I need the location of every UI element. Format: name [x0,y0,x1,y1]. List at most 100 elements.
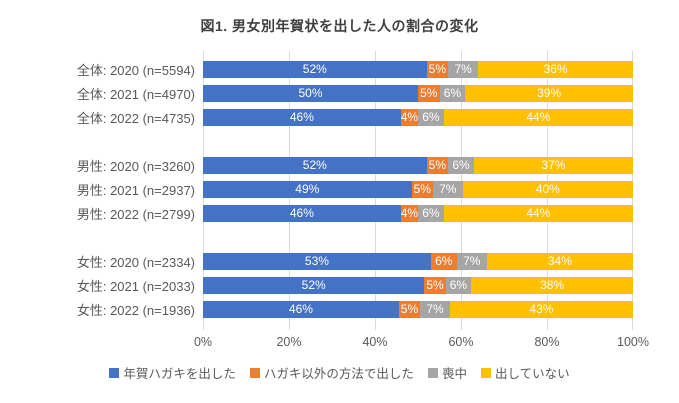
bar-segment: 7% [432,180,463,198]
data-label: 44% [526,110,551,124]
bar-row: 男性: 2022 (n=2799) 46% 4% 6% 44% [0,201,679,225]
data-label: 6% [443,86,462,100]
data-label: 4% [400,206,419,220]
legend-swatch-icon [109,367,120,378]
legend-swatch-icon [480,367,491,378]
stacked-bar: 50% 5% 6% 39% [203,84,633,102]
data-label: 36% [543,62,568,76]
bar-segment: 5% [424,276,446,294]
legend-swatch-icon [249,367,260,378]
chart-title: 図1. 男女別年賀状を出した人の割合の変化 [200,18,479,34]
stacked-bar: 46% 4% 6% 44% [203,204,633,222]
bar-segment: 44% [443,108,633,126]
data-label: 7% [463,254,481,268]
bar-group: 男性: 2020 (n=3260) 52% 5% 6% 37% 男性: 2021 (n=2… [0,153,679,225]
data-label: 5% [420,86,438,100]
stacked-bar: 52% 5% 6% 38% [203,276,633,294]
data-label: 40% [535,182,560,196]
bar-segment: 49% [203,180,412,198]
bar-segment: 6% [417,204,444,222]
data-label: 5% [426,278,444,292]
bar-segment: 53% [203,252,431,270]
bar-segment: 44% [443,204,633,222]
data-label: 4% [400,110,419,124]
data-label: 7% [439,182,457,196]
category-label: 全体: 2022 (n=4735) [76,110,195,126]
stacked-bar: 52% 5% 6% 37% [203,156,633,174]
bar-row: 女性: 2022 (n=1936) 46% 5% 7% 43% [0,297,679,321]
data-label: 46% [288,302,313,316]
legend: 年賀ハガキを出した ハガキ以外の方法で出した 喪中 出していない [0,363,679,382]
legend-swatch-icon [427,367,438,378]
bar-segment: 34% [486,252,633,270]
bar-segment: 38% [471,276,633,294]
bar-row: 男性: 2021 (n=2937) 49% 5% 7% 40% [0,177,679,201]
data-label: 46% [289,110,314,124]
category-label: 男性: 2021 (n=2937) [76,182,195,198]
bar-segment: 36% [478,60,633,78]
bar-segment: 5% [426,156,449,174]
data-label: 49% [295,182,320,196]
bar-segment: 5% [426,60,449,78]
x-tick-label: 60% [448,335,474,349]
bar-segment: 4% [400,204,419,222]
x-tick-label: 80% [534,335,560,349]
bar-segment: 40% [462,180,633,198]
data-label: 6% [449,278,468,292]
bar-row: 女性: 2021 (n=2033) 52% 5% 6% 38% [0,273,679,297]
data-label: 52% [302,158,327,172]
bar-segment: 7% [420,300,450,318]
plot-area: 全体: 2020 (n=5594) 52% 5% 7% 36% 全体: 2021 (n=4… [0,51,679,330]
bar-segment: 43% [449,300,633,318]
legend-item: 年賀ハガキを出した [109,363,236,382]
category-label: 全体: 2021 (n=4970) [76,86,195,102]
bar-segment: 7% [456,252,487,270]
data-label: 5% [428,158,447,172]
legend-label: 出していない [494,367,570,381]
category-label: 男性: 2022 (n=2799) [76,206,195,222]
bar-segment: 5% [418,84,440,102]
data-label: 44% [526,206,551,220]
bar-segment: 46% [203,204,401,222]
bar-segment: 6% [417,108,444,126]
data-label: 50% [298,86,323,100]
data-label: 53% [304,254,329,268]
data-label: 46% [289,206,314,220]
category-label: 女性: 2021 (n=2033) [76,278,195,294]
data-label: 37% [541,158,566,172]
bar-segment: 50% [203,84,418,102]
data-label: 5% [400,302,419,316]
bar-segment: 52% [203,60,427,78]
x-tick-label: 0% [193,335,213,349]
bar-segment: 7% [448,60,479,78]
bar-segment: 52% [203,276,425,294]
data-label: 39% [537,86,562,100]
bar-segment: 6% [448,156,474,174]
category-label: 男性: 2020 (n=3260) [76,158,195,174]
data-label: 5% [428,62,447,76]
bar-segment: 6% [439,84,466,102]
data-label: 52% [301,278,326,292]
bar-group: 女性: 2020 (n=2334) 53% 6% 7% 34% 女性: 2021 (n=2… [0,249,679,321]
stacked-bar: 49% 5% 7% 40% [203,180,633,198]
data-label: 5% [413,182,431,196]
data-label: 6% [422,206,440,220]
bar-row: 男性: 2020 (n=3260) 52% 5% 6% 37% [0,153,679,177]
bar-row: 全体: 2020 (n=5594) 52% 5% 7% 36% [0,57,679,81]
legend-item: ハガキ以外の方法で出した [249,363,414,382]
data-label: 6% [452,158,470,172]
data-label: 6% [435,254,453,268]
data-label: 52% [302,62,327,76]
data-label: 7% [426,302,444,316]
bar-segment: 6% [430,252,457,270]
bar-segment: 6% [445,276,472,294]
category-label: 女性: 2020 (n=2334) [76,254,195,270]
data-label: 7% [454,62,472,76]
x-tick-label: 100% [617,335,649,349]
category-label: 全体: 2020 (n=5594) [76,62,195,78]
bar-segment: 5% [398,300,421,318]
data-label: 6% [422,110,440,124]
bar-row: 全体: 2021 (n=4970) 50% 5% 6% 39% [0,81,679,105]
bar-segment: 46% [203,300,399,318]
stacked-bar: 52% 5% 7% 36% [203,60,633,78]
